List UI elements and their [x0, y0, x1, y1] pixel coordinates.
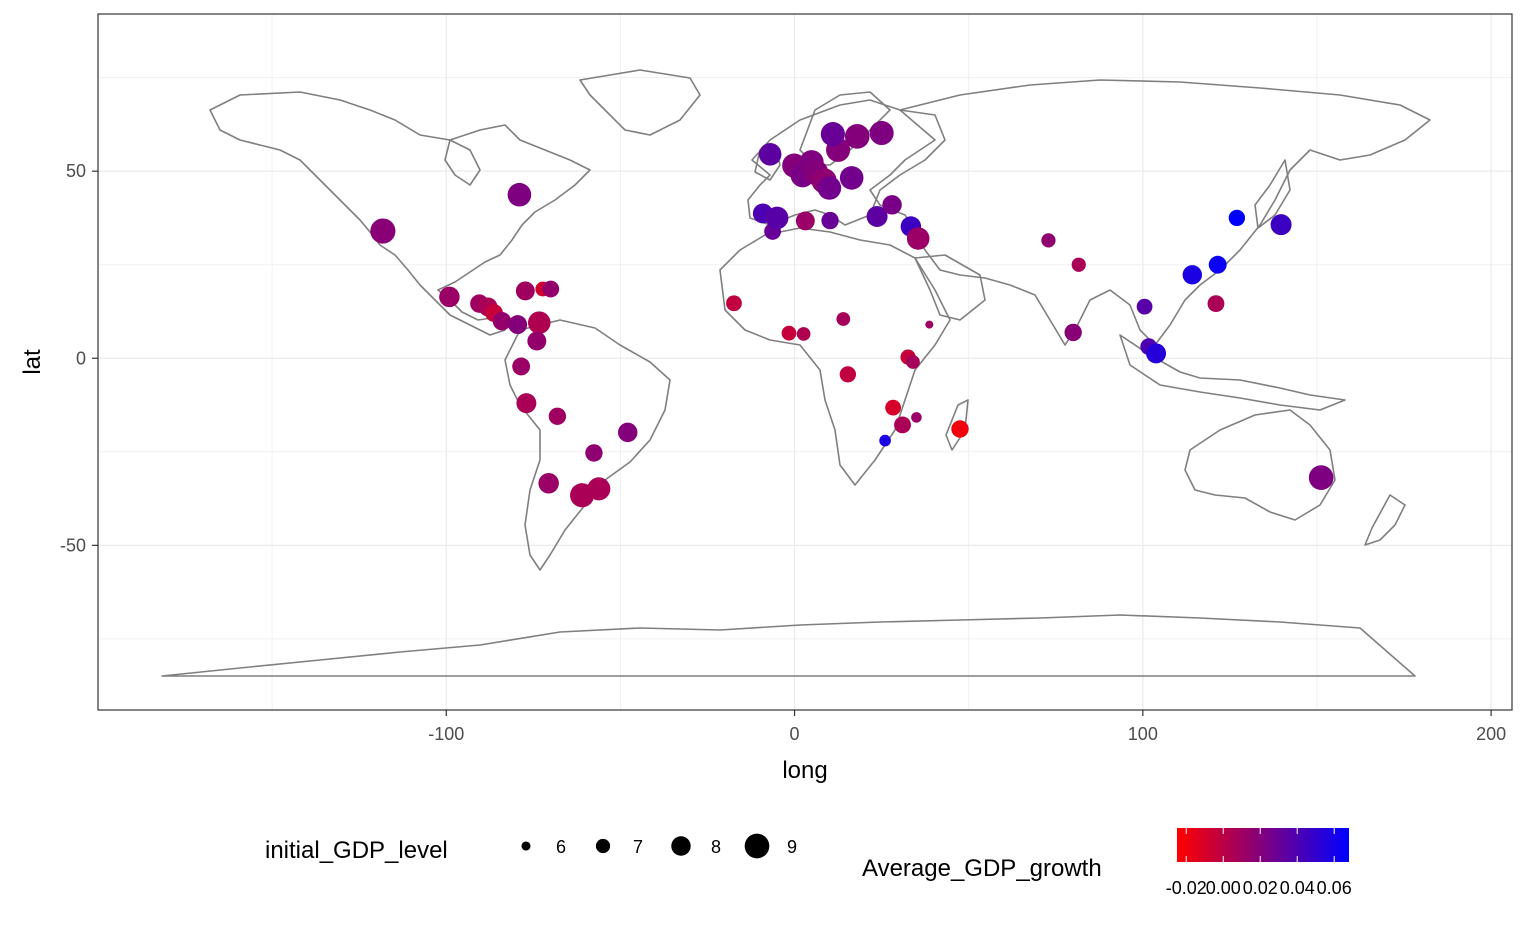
x-axis-title: long: [782, 757, 827, 784]
data-point: [1136, 298, 1153, 315]
data-point: [1270, 214, 1292, 236]
data-point: [894, 416, 911, 434]
x-tick-label: 100: [1128, 724, 1158, 744]
data-point: [516, 393, 537, 414]
size-legend-title: initial_GDP_level: [265, 837, 448, 864]
color-legend-ticks: -0.020.00 0.02 0.04 0.06: [1166, 828, 1352, 898]
data-point: [839, 166, 864, 190]
data-point: [821, 211, 839, 230]
color-legend-label: 0.06: [1317, 878, 1352, 898]
data-point: [906, 227, 930, 250]
data-point: [726, 295, 742, 312]
data-point: [439, 286, 460, 308]
size-legend-label: 9: [787, 837, 797, 857]
y-tick-label: -50: [60, 535, 86, 555]
x-tick-label: 200: [1476, 724, 1506, 744]
data-points: [370, 120, 1334, 508]
data-point: [951, 420, 969, 438]
hudson-bay-outline: [444, 139, 481, 186]
data-point: [587, 477, 611, 501]
size-legend-key: [671, 836, 691, 856]
data-point: [1071, 257, 1086, 272]
data-point: [1208, 255, 1227, 274]
color-legend-title: Average_GDP_growth: [862, 855, 1102, 882]
data-point: [795, 211, 815, 231]
size-legend-key: [595, 838, 611, 854]
color-legend: Average_GDP_growth -0.020.00 0.02 0.04 0.06: [862, 828, 1352, 898]
y-tick-label: 0: [76, 348, 86, 368]
south-america-outline: [504, 319, 671, 571]
color-legend-bar: [1177, 828, 1349, 862]
data-point: [836, 312, 851, 326]
y-tick-label: 50: [66, 161, 86, 181]
new-zealand-outline: [1364, 494, 1406, 546]
data-point: [1064, 323, 1082, 342]
size-legend-label: 6: [556, 837, 566, 857]
data-point: [492, 312, 512, 331]
europe-outline: [747, 99, 946, 226]
data-point: [781, 325, 797, 341]
size-legend-label: 7: [633, 837, 643, 857]
data-point: [758, 143, 782, 166]
data-point: [906, 355, 920, 369]
data-point: [817, 176, 842, 200]
data-point: [538, 472, 559, 494]
world-map-outline: [161, 69, 1431, 677]
data-point: [869, 120, 894, 146]
data-point: [527, 331, 547, 351]
data-point: [911, 412, 922, 423]
data-point: [370, 218, 396, 244]
size-legend-key: [521, 841, 531, 851]
plot-panel-border: [97, 13, 1513, 711]
x-tick-label: -100: [428, 724, 464, 744]
data-point: [1182, 265, 1203, 285]
data-point: [820, 122, 845, 147]
color-legend-label: 0.02: [1243, 878, 1278, 898]
data-point: [765, 206, 789, 230]
y-axis-title: lat: [19, 349, 46, 375]
madagascar-outline: [945, 399, 969, 451]
data-point: [1308, 465, 1334, 490]
data-point: [548, 407, 567, 425]
size-legend: initial_GDP_level 6 7 8 9: [265, 833, 797, 864]
greenland-outline: [579, 69, 701, 136]
data-point: [1207, 295, 1225, 313]
australia-outline: [1184, 409, 1336, 521]
data-point: [885, 399, 902, 416]
color-legend-label: 0.00: [1206, 878, 1241, 898]
data-point: [925, 320, 934, 329]
data-point: [527, 311, 551, 334]
indonesia-outline: [1119, 334, 1346, 411]
color-legend-label: -0.02: [1166, 878, 1207, 898]
data-point: [879, 434, 891, 447]
data-point: [839, 366, 856, 383]
arabian-peninsula-outline: [914, 254, 986, 321]
data-point: [542, 280, 560, 298]
data-point: [796, 327, 811, 341]
color-legend-label: 0.04: [1280, 878, 1315, 898]
size-legend-label: 8: [711, 837, 721, 857]
japan-outline: [1254, 159, 1291, 229]
antarctica-outline: [161, 614, 1416, 677]
data-point: [507, 182, 532, 207]
size-legend-keys: 6 7 8 9: [521, 833, 797, 859]
plot-panel: [98, 14, 1512, 710]
data-point: [515, 281, 535, 301]
data-point: [882, 195, 902, 215]
axes: -100 0 100 200 -50 0 50: [60, 161, 1506, 744]
x-tick-label: 0: [790, 724, 800, 744]
data-point: [508, 315, 528, 335]
data-point: [512, 357, 531, 376]
data-point: [844, 124, 870, 149]
data-point: [866, 205, 888, 227]
size-legend-key: [744, 833, 770, 859]
data-point: [618, 422, 638, 443]
data-point: [585, 444, 603, 462]
africa-outline: [719, 227, 951, 486]
data-point: [1146, 343, 1167, 364]
data-point: [1041, 233, 1056, 248]
data-point: [1228, 209, 1246, 227]
